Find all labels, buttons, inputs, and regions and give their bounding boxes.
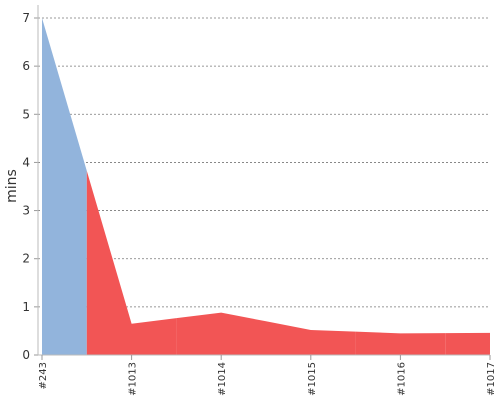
y-tick-label: 6 <box>22 59 30 73</box>
x-tick-label: #1017 <box>486 362 497 396</box>
x-tick-label: #1013 <box>128 362 139 396</box>
y-tick-label: 4 <box>22 155 30 169</box>
area-segment <box>176 312 266 355</box>
y-tick-label: 7 <box>22 11 30 25</box>
x-tick-label: #243 <box>38 362 49 389</box>
y-tick-label: 0 <box>22 348 30 362</box>
area-segment <box>445 332 490 355</box>
area-segment <box>266 321 356 355</box>
x-tick-label: #1014 <box>217 362 228 396</box>
y-tick-label: 3 <box>22 204 30 218</box>
area-segment <box>355 331 446 355</box>
y-tick-label: 5 <box>22 107 30 121</box>
x-tick-label: #1016 <box>396 362 407 396</box>
y-axis-label: mins <box>4 169 20 203</box>
x-tick-label: #1015 <box>307 362 318 396</box>
y-tick-label: 1 <box>22 300 30 314</box>
y-tick-label: 2 <box>22 252 30 266</box>
area-segment <box>86 170 177 355</box>
area-segment <box>42 18 87 355</box>
